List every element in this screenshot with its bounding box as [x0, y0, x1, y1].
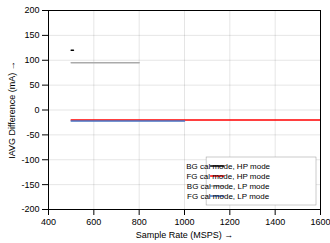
svg-text:FG cal mode, LP mode: FG cal mode, LP mode	[187, 192, 270, 201]
svg-text:800: 800	[132, 217, 147, 227]
svg-text:50: 50	[29, 80, 39, 90]
svg-text:1200: 1200	[220, 217, 240, 227]
svg-text:100: 100	[24, 55, 39, 65]
svg-text:-200: -200	[21, 204, 39, 214]
svg-text:FG cal mode, HP mode: FG cal mode, HP mode	[186, 172, 270, 181]
svg-text:-100: -100	[21, 155, 39, 165]
svg-text:600: 600	[86, 217, 101, 227]
svg-text:200: 200	[24, 5, 39, 15]
svg-text:1400: 1400	[265, 217, 285, 227]
svg-text:1000: 1000	[174, 217, 194, 227]
svg-text:150: 150	[24, 30, 39, 40]
svg-text:0: 0	[34, 105, 39, 115]
svg-text:-150: -150	[21, 180, 39, 190]
svg-text:1600: 1600	[310, 217, 330, 227]
svg-text:BG cal mode, LP mode: BG cal mode, LP mode	[187, 182, 270, 191]
svg-text:Sample Rate (MSPS) →: Sample Rate (MSPS) →	[136, 230, 234, 240]
svg-text:400: 400	[41, 217, 56, 227]
svg-text:IAVG Difference (mA) →: IAVG Difference (mA) →	[7, 61, 17, 159]
svg-text:-50: -50	[26, 130, 39, 140]
svg-text:BG cal mode, HP mode: BG cal mode, HP mode	[186, 162, 270, 171]
